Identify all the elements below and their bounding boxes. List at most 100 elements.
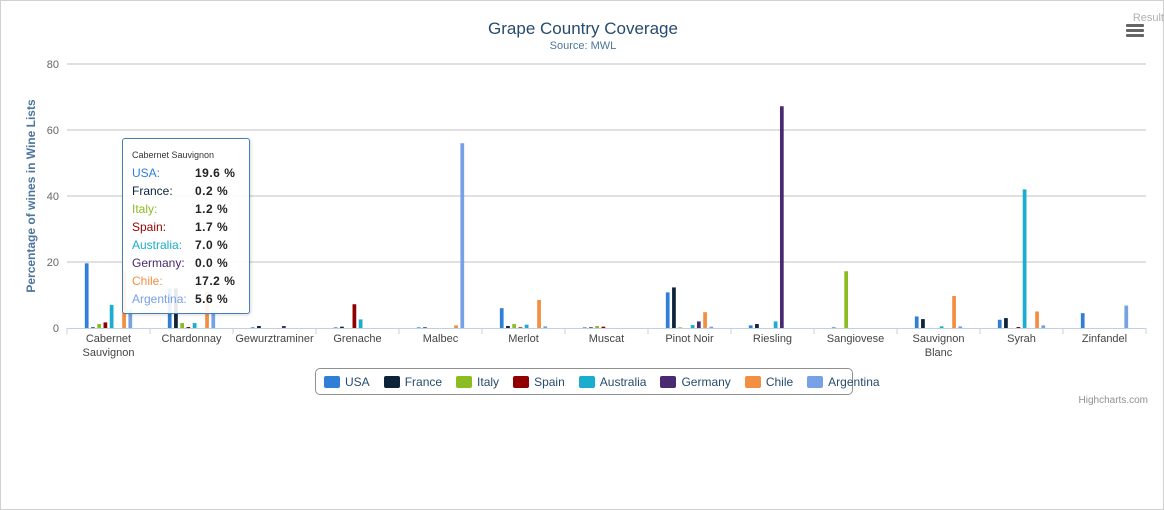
legend-label: Chile <box>765 374 794 389</box>
legend-item-usa[interactable]: USA <box>324 375 370 389</box>
tooltip-series-name: Argentina: <box>132 292 187 306</box>
bar-france-0[interactable] <box>91 327 95 328</box>
legend-swatch <box>513 375 530 388</box>
tooltip-rows: USA: 19.6 % France: 0.2 % Italy: 1.2 % Spain: 1… <box>123 166 249 310</box>
bar-usa-10[interactable] <box>914 316 919 328</box>
bar-usa-5[interactable] <box>499 308 504 328</box>
bar-australia-11[interactable] <box>1022 189 1027 328</box>
x-tick-label: Riesling <box>753 333 792 345</box>
bar-chile-7[interactable] <box>703 312 707 328</box>
x-tick-label: Malbec <box>423 333 459 345</box>
bar-spain-0[interactable] <box>103 322 108 328</box>
bar-argentina-7[interactable] <box>709 326 714 328</box>
bar-chile-11[interactable] <box>1035 311 1039 329</box>
bar-italy-7[interactable] <box>678 327 683 328</box>
bar-usa-2[interactable] <box>250 327 255 328</box>
bar-usa-7[interactable] <box>665 292 670 328</box>
bar-chile-4[interactable] <box>454 325 458 328</box>
tooltip-series-value: 0.0 % <box>195 256 229 270</box>
x-tick-label: Blanc <box>925 347 953 359</box>
bar-spain-1[interactable] <box>186 327 191 328</box>
bar-france-11[interactable] <box>1004 318 1008 328</box>
result-tab[interactable]: Result <box>1132 12 1164 24</box>
legend-item-chile[interactable]: Chile <box>744 374 794 389</box>
bar-australia-3[interactable] <box>358 319 363 328</box>
bar-argentina-0[interactable] <box>128 309 133 328</box>
bar-australia-10[interactable] <box>939 326 944 328</box>
bar-argentina-11[interactable] <box>1041 325 1046 328</box>
bar-germany-8[interactable] <box>779 106 784 329</box>
bar-chile-5[interactable] <box>537 299 541 328</box>
bar-france-2[interactable] <box>257 326 261 328</box>
bar-usa-6[interactable] <box>582 327 587 328</box>
legend-item-spain[interactable]: Spain <box>513 375 565 389</box>
legend-item-france[interactable]: France <box>383 374 443 389</box>
tooltip-series-name: Chile: <box>132 274 163 288</box>
bar-usa-9[interactable] <box>831 327 836 328</box>
tooltip-series-name: Germany: <box>132 256 185 270</box>
bar-australia-7[interactable] <box>690 325 695 328</box>
x-tick-label: Gewurztraminer <box>235 333 314 345</box>
tooltip: Cabernet Sauvignon USA: 19.6 % France: 0.2 … <box>122 138 250 314</box>
hamburger-menu-icon[interactable] <box>1126 24 1144 40</box>
bar-usa-4[interactable] <box>416 327 421 328</box>
bar-france-4[interactable] <box>423 327 427 328</box>
bar-usa-11[interactable] <box>997 319 1002 328</box>
bar-germany-2[interactable] <box>281 326 286 328</box>
x-tick-label: Merlot <box>508 333 539 345</box>
legend-label: Italy <box>477 374 500 389</box>
bar-france-6[interactable] <box>589 327 593 328</box>
bar-usa-3[interactable] <box>333 327 338 328</box>
x-axis: Cabernet Sauvignon Chardonnay Gewurztramine… <box>66 328 1147 359</box>
bar-spain-5[interactable] <box>518 327 523 328</box>
bar-usa-12[interactable] <box>1080 313 1085 328</box>
tooltip-row: Australia: 7.0 % <box>132 238 249 256</box>
bar-chile-10[interactable] <box>952 295 956 328</box>
legend-item-germany[interactable]: Germany <box>660 375 731 389</box>
bar-italy-0[interactable] <box>97 324 102 328</box>
bar-france-5[interactable] <box>506 326 510 328</box>
bar-usa-0[interactable] <box>84 263 89 328</box>
bar-argentina-4[interactable] <box>460 143 465 328</box>
legend-swatch <box>383 375 400 388</box>
bar-italy-1[interactable] <box>180 323 185 328</box>
bar-argentina-1[interactable] <box>211 311 216 329</box>
y-tick-label: 60 <box>47 125 59 137</box>
bar-argentina-10[interactable] <box>958 326 963 328</box>
bar-argentina-5[interactable] <box>543 326 548 328</box>
bar-italy-5[interactable] <box>512 324 517 328</box>
bar-italy-6[interactable] <box>595 326 600 328</box>
chart-subtitle: Source: MWL <box>550 40 617 52</box>
x-tick-label: Sauvignon <box>913 333 965 345</box>
legend-label: Argentina <box>828 374 880 389</box>
bar-france-10[interactable] <box>921 319 925 328</box>
x-tick-label: Pinot Noir <box>665 333 714 345</box>
bar-spain-3[interactable] <box>352 304 357 328</box>
bar-usa-8[interactable] <box>748 325 753 328</box>
legend-item-argentina[interactable]: Argentina <box>807 374 880 389</box>
bar-australia-8[interactable] <box>773 321 778 328</box>
bar-argentina-12[interactable] <box>1124 305 1129 328</box>
y-tick-label: 20 <box>47 257 59 269</box>
legend-item-australia[interactable]: Australia <box>578 375 646 389</box>
legend-swatch <box>807 375 824 388</box>
tooltip-series-name: Italy: <box>132 202 158 216</box>
tooltip-header: Cabernet Sauvignon <box>132 150 215 160</box>
bar-australia-5[interactable] <box>524 324 529 328</box>
bar-france-3[interactable] <box>340 326 344 328</box>
bar-spain-6[interactable] <box>601 326 606 328</box>
y-tick-label: 80 <box>47 59 59 71</box>
bar-france-8[interactable] <box>755 324 759 328</box>
bar-france-7[interactable] <box>672 287 676 328</box>
bar-spain-11[interactable] <box>1016 327 1021 328</box>
tooltip-series-value: 0.2 % <box>195 184 229 198</box>
credits-link[interactable]: Highcharts.com <box>1078 395 1148 406</box>
bar-italy-9[interactable] <box>844 271 849 328</box>
bar-australia-1[interactable] <box>192 323 197 328</box>
legend-swatch <box>324 375 340 388</box>
legend-label: France <box>404 374 443 389</box>
bar-australia-0[interactable] <box>109 304 114 328</box>
bar-germany-7[interactable] <box>696 321 701 328</box>
legend-swatch <box>744 375 761 388</box>
legend-item-italy[interactable]: Italy <box>456 375 499 389</box>
